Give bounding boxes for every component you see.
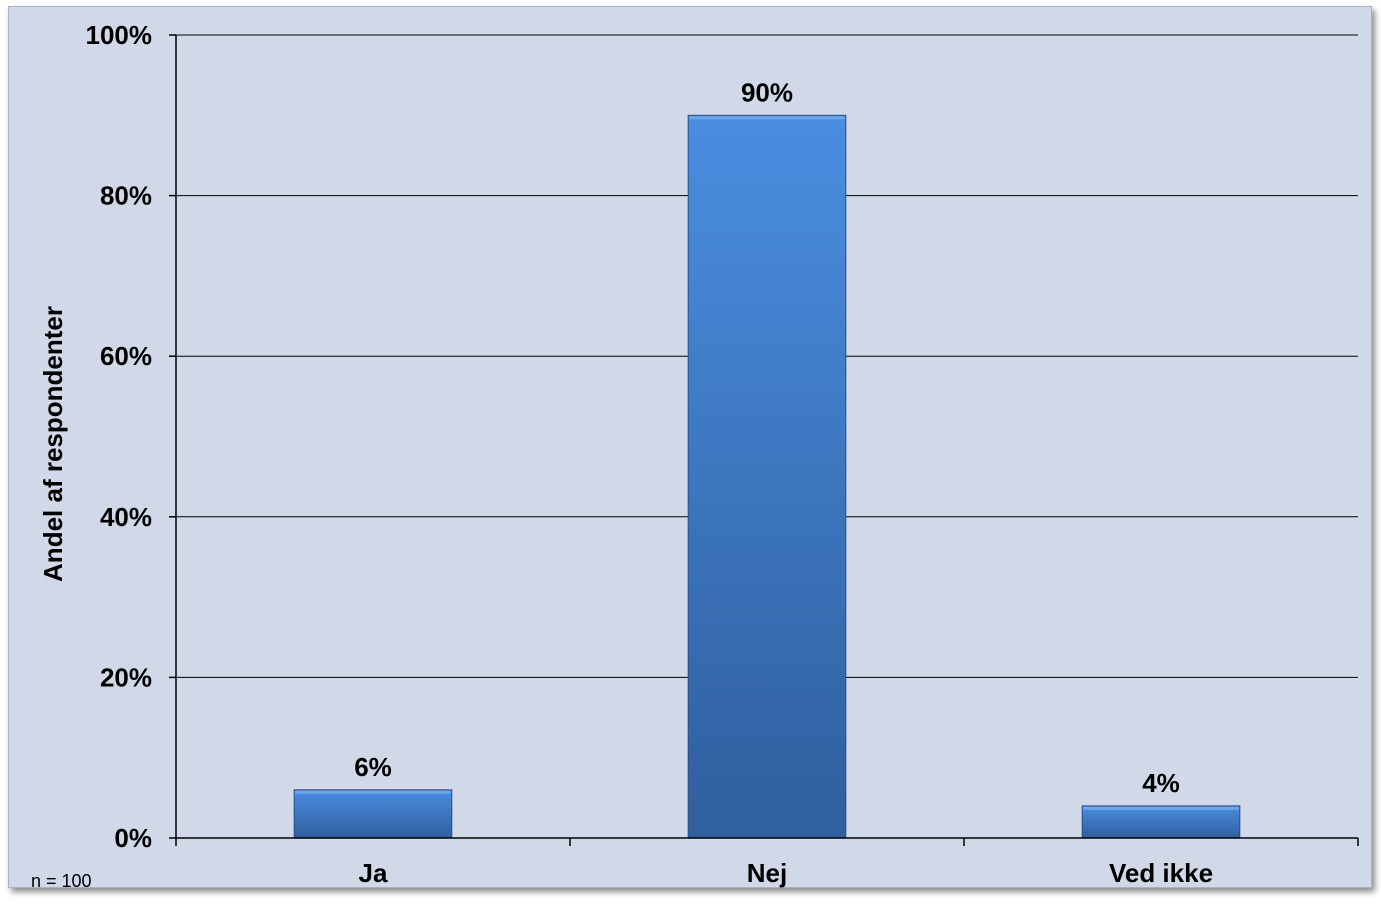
- bar-ved-ikke: [1081, 805, 1241, 839]
- data-label: 90%: [741, 77, 793, 107]
- x-category-label: Nej: [747, 858, 787, 888]
- y-tick-label: 80%: [100, 181, 152, 211]
- bar-highlight: [689, 116, 845, 120]
- data-label: 6%: [354, 752, 392, 782]
- bar-ja: [293, 789, 453, 839]
- data-label: 4%: [1142, 768, 1180, 798]
- chart-frame: 0% 20% 40% 60% 80% 100% 6% Ja 90% Nej 4% Ved ikke A…: [8, 6, 1372, 891]
- labels: 0% 20% 40% 60% 80% 100% 6% Ja 90% Nej 4% Ved ikke: [86, 20, 1214, 888]
- y-tick-label: 20%: [100, 662, 152, 692]
- y-tick-label: 60%: [100, 341, 152, 371]
- x-category-label: Ved ikke: [1109, 858, 1213, 888]
- bar-highlight: [295, 790, 451, 794]
- sample-size-note: n = 100: [31, 871, 92, 891]
- y-tick-label: 0%: [114, 823, 152, 853]
- y-axis-title: Andel af respondenter: [38, 306, 68, 582]
- bar-highlight: [1083, 806, 1239, 810]
- y-tick-label: 40%: [100, 502, 152, 532]
- bars: [293, 114, 1241, 839]
- bar-nej: [687, 114, 847, 839]
- y-tick-label: 100%: [86, 20, 153, 50]
- bar-chart: 0% 20% 40% 60% 80% 100% 6% Ja 90% Nej 4% Ved ikke A…: [31, 20, 1359, 891]
- x-category-label: Ja: [359, 858, 388, 888]
- axes: [169, 34, 1359, 846]
